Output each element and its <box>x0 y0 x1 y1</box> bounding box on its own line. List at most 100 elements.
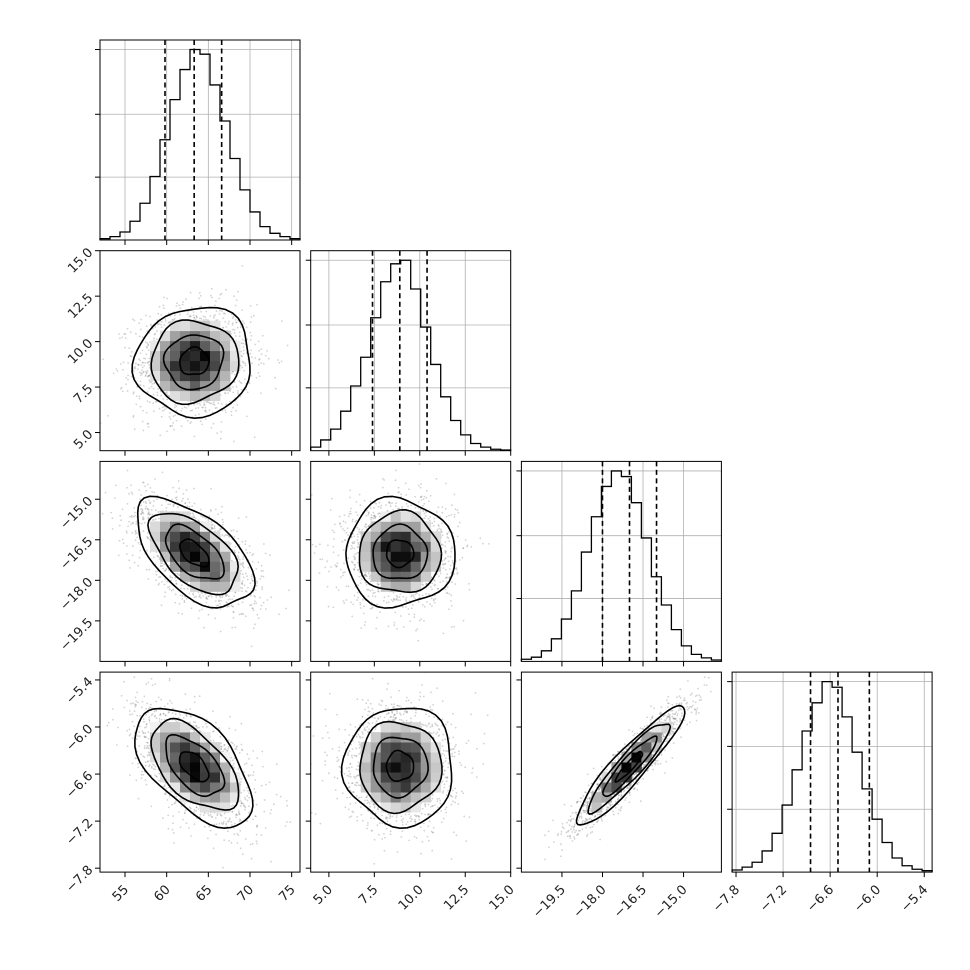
scatter-point <box>200 317 203 320</box>
scatter-point <box>210 294 212 297</box>
density-cell <box>220 541 231 552</box>
scatter-point <box>137 363 140 366</box>
scatter-point <box>241 540 244 543</box>
scatter-point <box>145 370 147 373</box>
scatter-point <box>146 342 149 344</box>
scatter-point <box>176 572 179 575</box>
scatter-point <box>168 321 171 323</box>
scatter-point <box>351 560 353 563</box>
scatter-point <box>220 421 223 423</box>
scatter-point <box>160 415 163 418</box>
scatter-point <box>145 505 148 508</box>
scatter-point <box>163 307 165 310</box>
scatter-point <box>162 567 165 570</box>
scatter-point <box>143 365 146 367</box>
scatter-point <box>464 539 467 541</box>
scatter-point <box>241 583 244 586</box>
histogram-step <box>731 680 933 873</box>
scatter-point <box>379 611 381 613</box>
scatter-point <box>125 383 127 386</box>
scatter-point <box>198 297 201 300</box>
scatter-point <box>154 478 157 480</box>
density-cell <box>210 541 221 552</box>
scatter-point <box>198 595 201 598</box>
scatter-point <box>196 402 199 405</box>
scatter-point <box>355 519 358 522</box>
scatter-point <box>149 323 152 326</box>
scatter-point <box>181 613 184 615</box>
scatter-point <box>146 391 149 393</box>
scatter-point <box>200 305 203 308</box>
scatter-point <box>343 539 346 541</box>
scatter-point <box>195 595 197 598</box>
scatter-point <box>209 402 211 405</box>
scatter-point <box>147 426 150 428</box>
scatter-point <box>162 409 164 412</box>
scatter-point <box>154 401 157 403</box>
scatter-point <box>134 532 137 535</box>
scatter-point <box>179 313 181 316</box>
scatter-point <box>172 422 175 424</box>
scatter-point <box>150 325 153 327</box>
scatter-point <box>442 563 445 566</box>
scatter-point <box>453 625 455 628</box>
scatter-point <box>148 511 150 514</box>
scatter-point <box>178 574 181 577</box>
scatter-point <box>119 514 122 517</box>
density-cell <box>200 360 211 372</box>
scatter-point <box>203 401 206 404</box>
scatter-point <box>171 498 174 501</box>
scatter-point <box>214 304 216 307</box>
scatter-point <box>397 486 400 489</box>
scatter-point <box>205 310 208 313</box>
scatter-point <box>146 508 149 510</box>
scatter-point <box>357 546 360 549</box>
scatter-point <box>362 598 364 601</box>
scatter-point <box>177 480 180 482</box>
scatter-point <box>144 362 147 364</box>
scatter-point <box>222 317 225 320</box>
scatter-point <box>148 366 151 369</box>
scatter-point <box>174 576 177 579</box>
scatter-point <box>258 358 260 361</box>
scatter-point <box>163 583 166 586</box>
scatter-point <box>262 601 265 604</box>
scatter-point <box>456 573 458 575</box>
density-cell <box>200 340 211 352</box>
scatter-point <box>405 600 408 602</box>
histogram-step <box>520 470 723 662</box>
scatter-point <box>240 350 243 353</box>
scatter-point <box>356 539 359 542</box>
scatter-point <box>204 409 207 412</box>
scatter-point <box>206 598 209 601</box>
density-cell <box>160 350 171 362</box>
scatter-point <box>450 626 453 628</box>
density-cell <box>200 571 211 582</box>
scatter-point <box>277 359 279 361</box>
scatter-point <box>186 587 189 590</box>
scatter-point <box>253 436 256 439</box>
scatter-point <box>447 555 449 558</box>
scatter-point <box>199 596 202 599</box>
scatter-point <box>142 512 145 515</box>
scatter-point <box>456 509 459 512</box>
scatter-point <box>181 407 184 410</box>
scatter-point <box>482 542 484 545</box>
scatter-point <box>451 559 454 562</box>
scatter-point <box>127 362 130 364</box>
scatter-point <box>371 516 373 519</box>
scatter-point <box>369 507 372 509</box>
scatter-point <box>126 469 129 472</box>
scatter-point <box>141 522 143 525</box>
scatter-point <box>394 505 397 507</box>
scatter-point <box>252 627 255 630</box>
scatter-point <box>210 528 213 531</box>
scatter-point <box>266 350 268 352</box>
scatter-point <box>144 374 147 376</box>
scatter-point <box>232 529 235 531</box>
scatter-point <box>141 509 144 512</box>
scatter-point <box>419 496 422 498</box>
scatter-point <box>130 375 133 378</box>
scatter-point <box>260 392 262 394</box>
scatter-point <box>148 387 151 390</box>
